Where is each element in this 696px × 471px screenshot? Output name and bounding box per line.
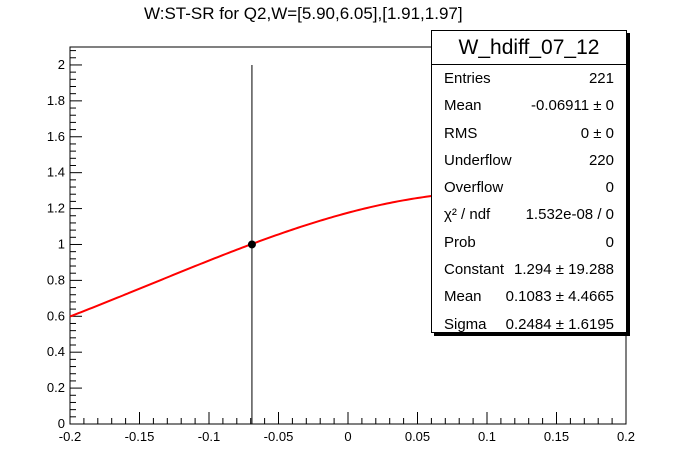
stats-value: 0 ± 0 xyxy=(580,124,614,142)
stats-row: Sigma 0.2484 ± 1.6195 xyxy=(432,311,626,338)
x-tick-label: 0 xyxy=(344,429,351,444)
stats-box: W_hdiff_07_12 Entries 221 Mean -0.06911 ± 0… xyxy=(431,30,627,333)
y-tick-label: 1.4 xyxy=(47,165,65,180)
stats-rows: Entries 221 Mean -0.06911 ± 0 RMS 0 ± 0 Underf… xyxy=(432,65,626,338)
stats-row: Prob 0 xyxy=(432,229,626,256)
stats-value: -0.06911 ± 0 xyxy=(530,97,614,115)
y-tick-label: 0.4 xyxy=(47,344,65,359)
stats-key: Entries xyxy=(444,70,491,87)
y-tick-label: 0.6 xyxy=(47,308,65,323)
stats-value: 0 xyxy=(605,233,614,251)
stats-key: Overflow xyxy=(444,179,504,197)
stats-key: RMS xyxy=(444,124,478,142)
stats-key: Mean xyxy=(444,288,482,306)
stats-box-title: W_hdiff_07_12 xyxy=(432,31,626,65)
y-tick-label: 0.2 xyxy=(47,380,65,395)
stats-row: Mean -0.06911 ± 0 xyxy=(432,92,626,119)
stats-value: 1.532e-08 / 0 xyxy=(525,206,614,224)
data-point xyxy=(247,240,256,249)
stats-value: 1.294 ± 19.288 xyxy=(514,261,614,279)
stats-value: 0.1083 ± 4.4665 xyxy=(505,288,614,306)
stats-row: Constant 1.294 ± 19.288 xyxy=(432,256,626,283)
stats-key: Mean xyxy=(444,97,482,115)
chart-title-text: W:ST-SR for Q2,W=[5.90,6.05],[1.91,1.97] xyxy=(144,4,463,23)
stats-value: 221 xyxy=(588,70,614,87)
stats-key: Constant xyxy=(444,261,505,279)
y-tick-label: 0.8 xyxy=(47,272,65,287)
stats-row: χ² / ndf 1.532e-08 / 0 xyxy=(432,201,626,228)
stats-key: Prob xyxy=(444,233,476,251)
stats-row: Overflow 0 xyxy=(432,174,626,201)
stats-value: 0.2484 ± 1.6195 xyxy=(505,315,614,333)
stats-key: Underflow xyxy=(444,151,512,169)
x-tick-label: -0.1 xyxy=(198,429,220,444)
y-tick-label: 1.2 xyxy=(47,201,65,216)
y-tick-label: 1 xyxy=(58,236,65,251)
x-tick-label: 0.2 xyxy=(617,429,635,444)
stats-value: 220 xyxy=(588,151,614,169)
y-tick-label: 1.8 xyxy=(47,93,65,108)
x-tick-label: -0.05 xyxy=(264,429,294,444)
y-tick-label: 0 xyxy=(58,416,65,431)
stats-key: Sigma xyxy=(444,315,487,333)
x-tick-label: 0.15 xyxy=(544,429,569,444)
stats-row: Mean 0.1083 ± 4.4665 xyxy=(432,283,626,310)
stats-row: Entries 221 xyxy=(432,65,626,92)
stats-value: 0 xyxy=(605,179,614,197)
stats-row: RMS 0 ± 0 xyxy=(432,120,626,147)
x-tick-label: 0.05 xyxy=(405,429,430,444)
y-tick-label: 2 xyxy=(58,57,65,72)
x-tick-label: -0.2 xyxy=(59,429,81,444)
stats-row: Underflow 220 xyxy=(432,147,626,174)
y-tick-label: 1.6 xyxy=(47,129,65,144)
x-tick-label: 0.1 xyxy=(478,429,496,444)
stats-key: χ² / ndf xyxy=(444,206,491,224)
x-tick-label: -0.15 xyxy=(125,429,155,444)
